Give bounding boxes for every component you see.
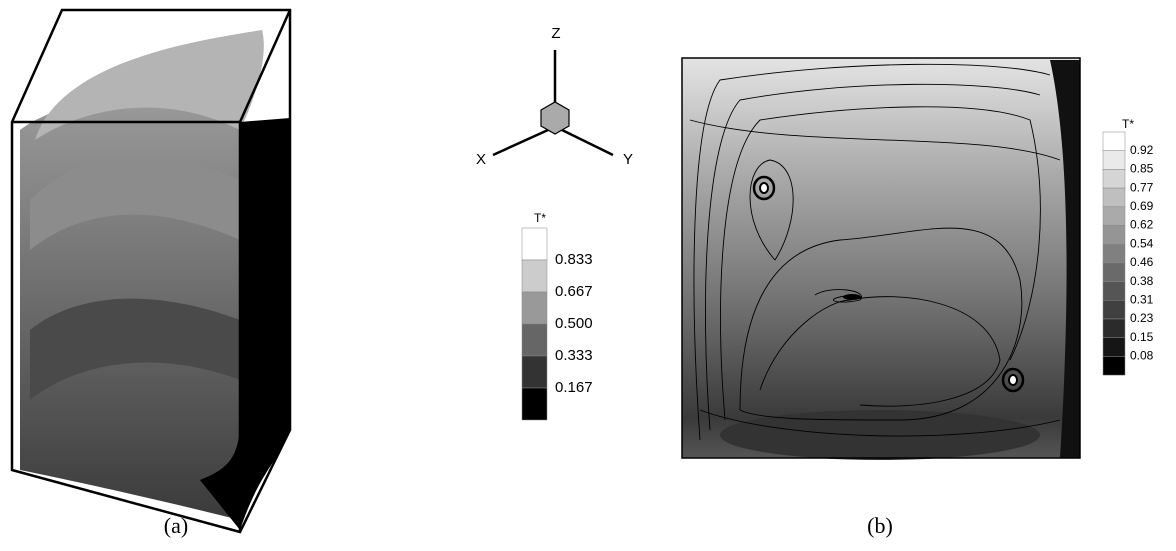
legend-swatch xyxy=(1102,225,1126,245)
legend-swatch xyxy=(521,323,548,357)
legend-swatch xyxy=(1102,150,1126,170)
legend-label: 0.31 xyxy=(1130,292,1154,306)
legend-swatch xyxy=(521,227,548,261)
legend-swatch xyxy=(521,355,548,389)
legend-swatch xyxy=(1102,281,1126,301)
caption: (a) xyxy=(164,513,188,538)
legend-swatch xyxy=(521,291,548,325)
caption: (b) xyxy=(867,513,893,538)
isosurface-view xyxy=(10,8,292,534)
legend-swatch xyxy=(1102,337,1126,357)
axis-label: Z xyxy=(551,25,560,42)
legend-label: 0.85 xyxy=(1130,162,1154,176)
legend-label: 0.92 xyxy=(1130,143,1154,157)
legend-swatch xyxy=(1102,169,1126,189)
legend-swatch xyxy=(1102,131,1126,151)
legend-title: T* xyxy=(1122,117,1134,131)
legend-title: T* xyxy=(534,211,546,225)
legend-label: 0.500 xyxy=(555,315,593,332)
legend-swatch xyxy=(1102,262,1126,282)
legend-label: 0.46 xyxy=(1130,255,1154,269)
legend-label: 0.62 xyxy=(1130,218,1154,232)
legend-label: 0.333 xyxy=(555,347,593,364)
legend-swatch xyxy=(1102,356,1126,376)
legend-swatch xyxy=(1102,187,1126,208)
legend-label: 0.54 xyxy=(1130,236,1154,250)
legend-label: 0.69 xyxy=(1130,199,1154,213)
legend-swatch xyxy=(1102,300,1126,320)
legend-swatch xyxy=(1102,318,1126,338)
legend-label: 0.38 xyxy=(1130,274,1154,288)
legend-label: 0.667 xyxy=(555,283,593,300)
legend-label: 0.833 xyxy=(555,251,593,268)
legend: 0.833 0.667 0.500 0.333 0.167 xyxy=(521,227,593,421)
legend: 0.92 0.85 0.77 0.69 0.62 0.54 0.46 0.38 0.31 0.23… xyxy=(1102,131,1154,376)
contour-plot xyxy=(681,57,1081,460)
axis-label: X xyxy=(476,151,486,168)
legend-label: 0.15 xyxy=(1130,330,1154,344)
legend-swatch xyxy=(1102,243,1126,264)
legend-label: 0.23 xyxy=(1130,311,1154,325)
legend-label: 0.08 xyxy=(1130,349,1154,363)
legend-label: 0.77 xyxy=(1130,180,1154,194)
legend-swatch xyxy=(1102,206,1126,226)
axis-triad xyxy=(492,50,614,157)
legend-swatch xyxy=(521,387,548,421)
legend-swatch xyxy=(521,259,548,293)
legend-label: 0.167 xyxy=(555,379,593,396)
axis-label: Y xyxy=(623,151,633,168)
